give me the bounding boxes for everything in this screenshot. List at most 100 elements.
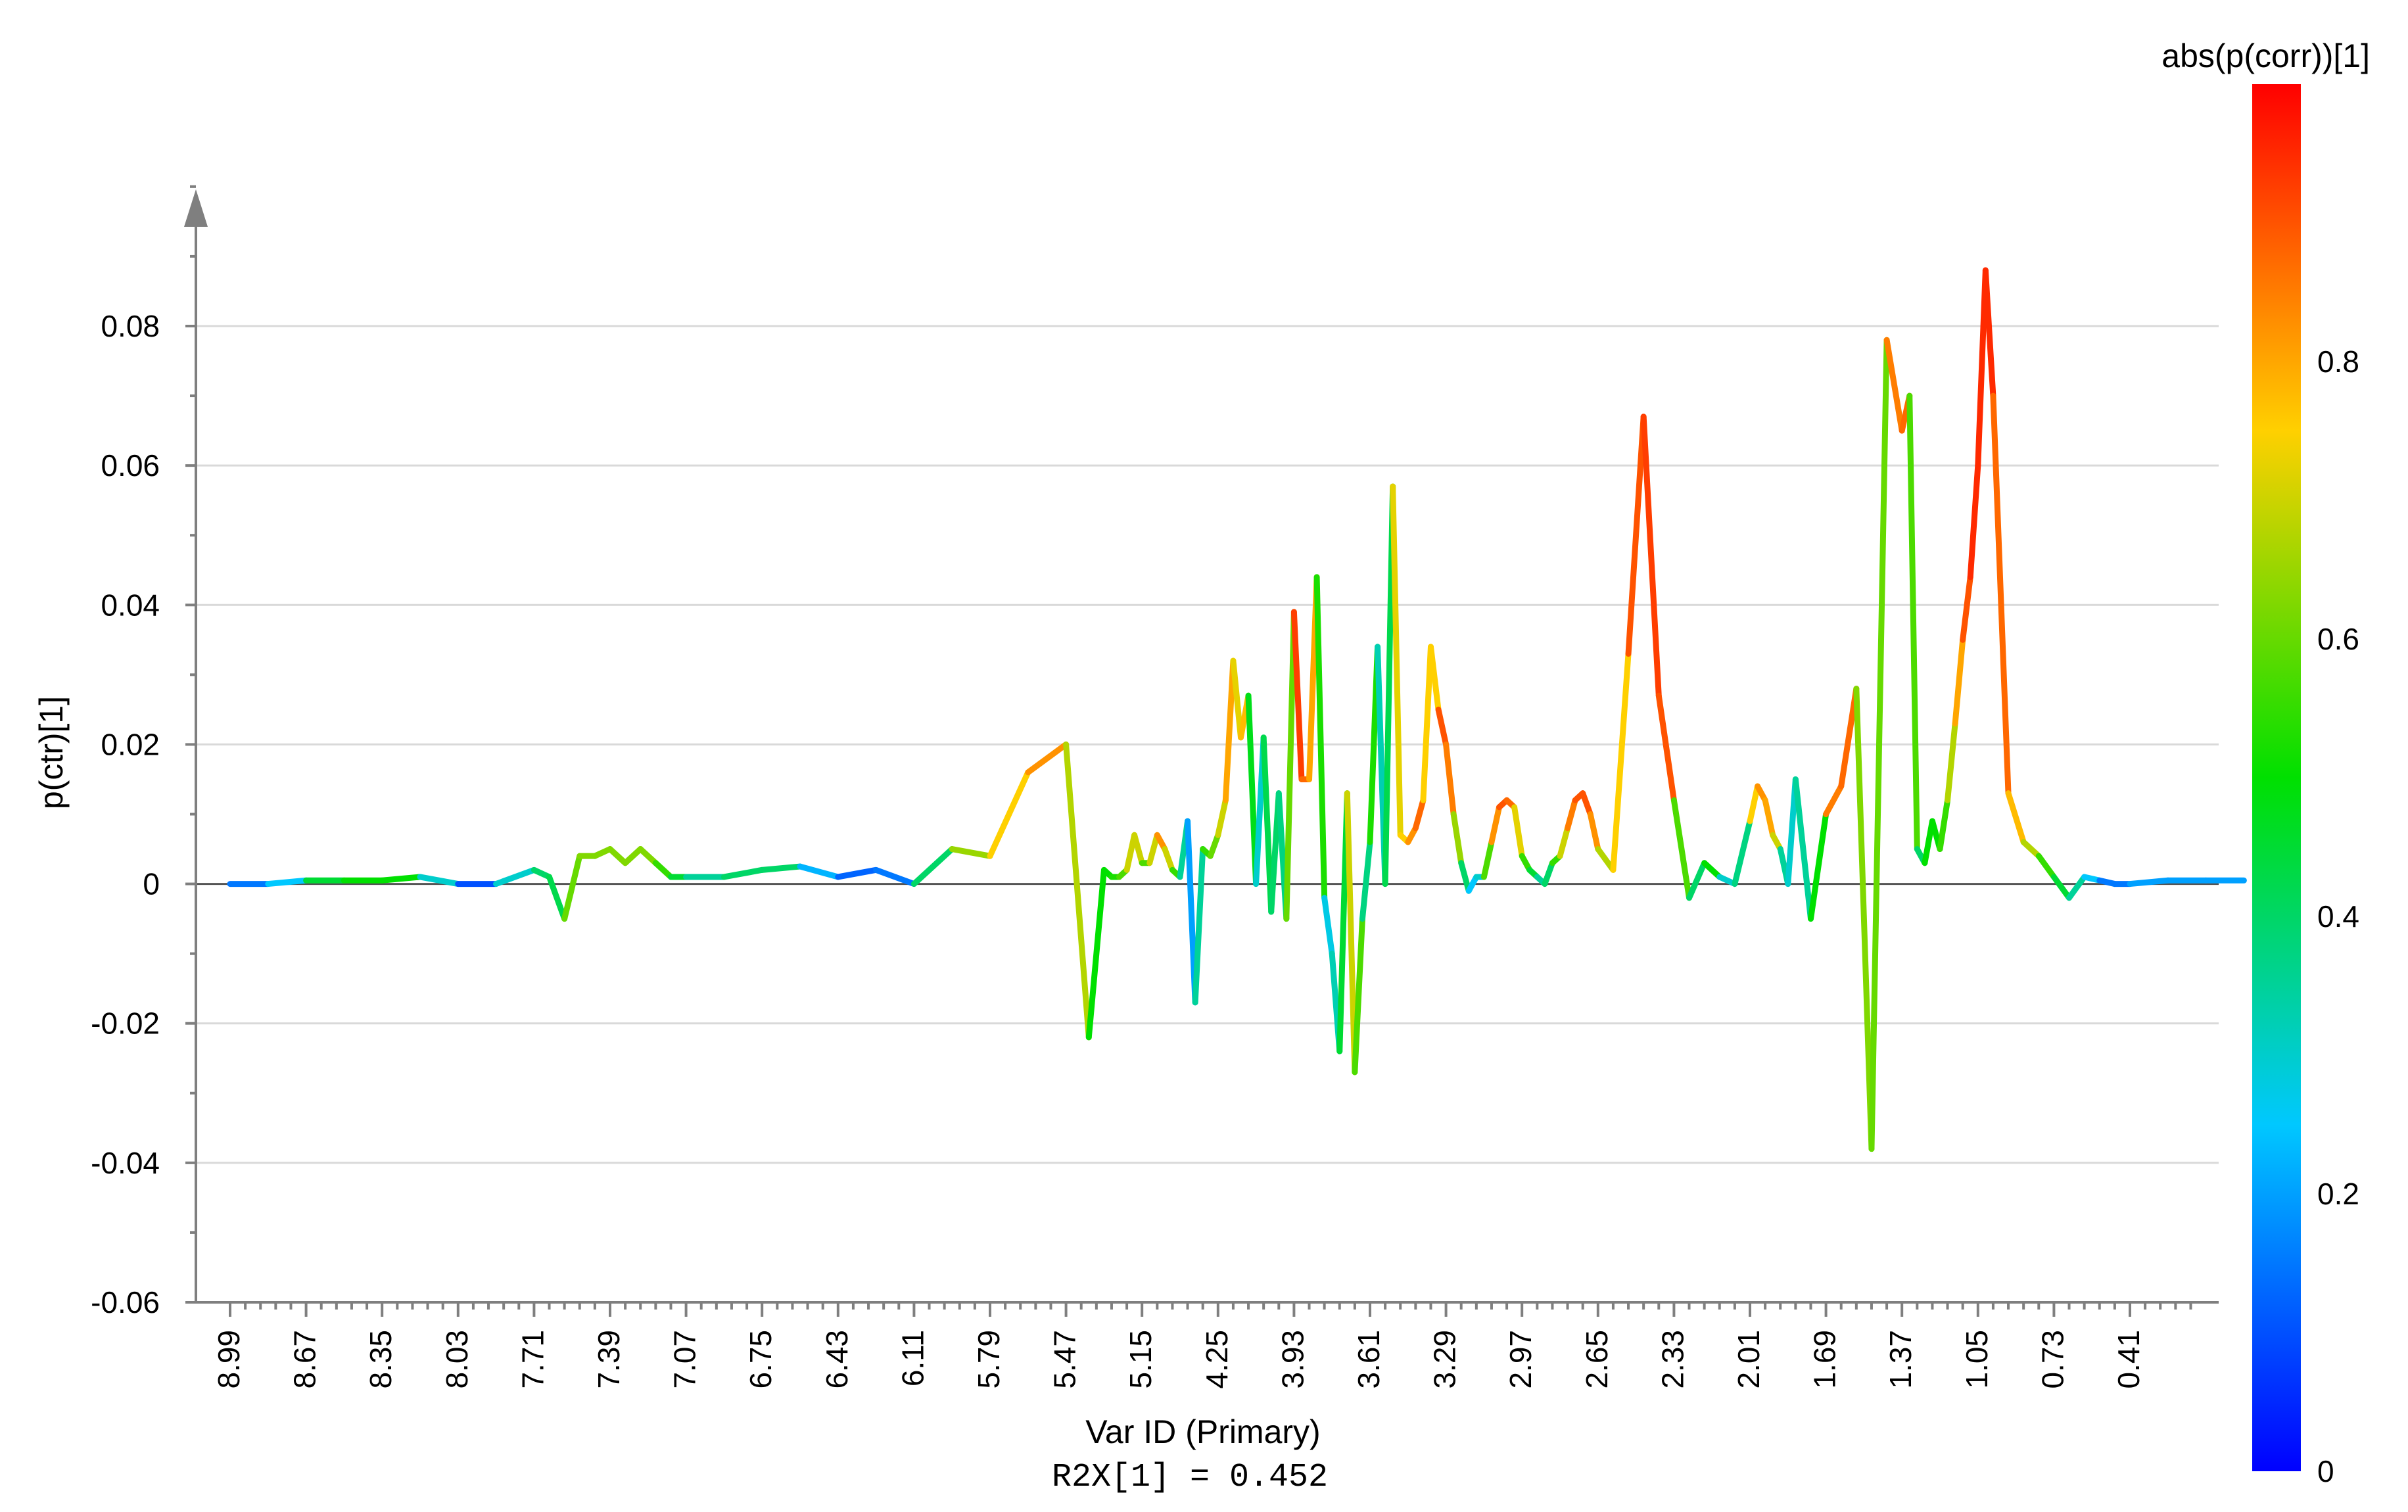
x-tick-label: 7.07 <box>668 1330 702 1389</box>
series-segment <box>2050 874 2073 901</box>
series-segment <box>1655 692 1677 803</box>
x-tick-label: 5.79 <box>972 1330 1006 1389</box>
x-tick-label: 2.97 <box>1503 1330 1538 1389</box>
x-tick-label: 0.41 <box>2112 1330 2146 1389</box>
colorbar-tick-label: 0 <box>2317 1454 2334 1488</box>
series-segment <box>949 846 993 859</box>
x-tick-label: 1.05 <box>1960 1330 1994 1389</box>
series-segment <box>1587 811 1601 853</box>
series-segment <box>417 874 461 887</box>
x-tick-label: 6.75 <box>744 1330 778 1389</box>
series-segment <box>1640 413 1662 699</box>
series-segment <box>1359 839 1373 922</box>
series-line <box>227 267 2247 1152</box>
series-segment <box>1838 686 1860 790</box>
series-segment <box>546 874 568 922</box>
series-segment <box>1670 797 1693 901</box>
y-axis-title: p(ctr)[1] <box>33 696 70 809</box>
x-tick-label: 5.15 <box>1123 1330 1158 1389</box>
series-segment <box>1625 413 1647 657</box>
series-segment <box>1162 846 1175 873</box>
series-segment <box>1747 783 1761 824</box>
series-segment <box>1480 839 1495 880</box>
series-segment <box>2127 877 2171 887</box>
series-segment <box>1565 797 1578 832</box>
series-segment <box>1686 860 1708 901</box>
series-segment <box>1025 741 1070 776</box>
series-segment <box>1922 818 1935 866</box>
series-segment <box>1762 797 1776 838</box>
series-segment <box>1906 392 1920 853</box>
series-segment <box>1063 741 1092 1041</box>
series-segment <box>873 866 917 887</box>
colorbar-tick-label: 0.4 <box>2317 899 2359 933</box>
series-segment <box>1853 686 1875 1152</box>
series-segment <box>265 877 310 887</box>
series-segment <box>1313 574 1328 901</box>
series-segment <box>493 866 537 887</box>
series-segment <box>1990 392 2012 797</box>
series-segment <box>1321 895 1335 957</box>
series-segment <box>1945 721 1958 803</box>
x-tick-label: 7.39 <box>592 1330 626 1389</box>
x-tick-label: 0.73 <box>2035 1330 2069 1389</box>
x-tick-label: 2.33 <box>1655 1330 1689 1389</box>
series-segment <box>2005 790 2027 845</box>
series-segment <box>652 860 674 880</box>
series-segment <box>1344 790 1358 1075</box>
colorbar-tick-label: 0.2 <box>2317 1177 2359 1211</box>
colorbar-title: abs(p(corr))[1] <box>2161 37 2370 74</box>
x-tick-label: 5.47 <box>1048 1330 1082 1389</box>
series-segment <box>1207 832 1221 859</box>
series-segment <box>835 866 880 880</box>
x-tick-label: 3.93 <box>1275 1330 1310 1389</box>
x-tick-label: 6.11 <box>895 1330 930 1386</box>
series-segment <box>1952 636 1966 727</box>
series-segment <box>1488 804 1503 845</box>
series-segment <box>1443 741 1457 817</box>
series-segment <box>1580 790 1594 817</box>
series-segment <box>1732 818 1753 887</box>
colorbar-gradient <box>2252 84 2301 1471</box>
x-tick-label: 3.61 <box>1352 1330 1386 1389</box>
series-segment <box>910 846 955 887</box>
x-tick-label: 7.71 <box>515 1330 550 1389</box>
y-ticks: 0.08 0.06 0.04 0.02 0 -0.02 -0.04 -0.06 <box>91 185 196 1319</box>
series-segment <box>2020 839 2042 859</box>
series-segment <box>1146 832 1160 866</box>
x-ticks: 8.99 8.67 8.35 8.03 7.71 7.39 7.07 6.75 6.43 6.11… <box>212 1302 2192 1389</box>
series-segment <box>1868 337 1890 1152</box>
series-segment <box>2035 853 2057 880</box>
series-segment <box>622 846 644 866</box>
series-segment <box>1390 483 1404 838</box>
x-tick-label: 6.43 <box>820 1330 854 1389</box>
colorbar: abs(p(corr))[1] 0 0.2 0.4 0.6 0.8 <box>2161 37 2370 1488</box>
series-segment <box>1557 825 1571 859</box>
series-segment <box>2066 874 2088 901</box>
y-tick-label: 0 <box>143 867 160 901</box>
series-segment <box>607 846 628 866</box>
series-segment <box>1222 657 1237 803</box>
series-segment <box>379 874 423 884</box>
x-tick-label: 3.29 <box>1428 1330 1462 1389</box>
series-segment <box>1823 783 1845 817</box>
series-segment <box>1883 337 1905 434</box>
x-tick-label: 2.65 <box>1580 1330 1614 1389</box>
series-segment <box>1192 846 1206 1006</box>
series-segment <box>1511 804 1525 859</box>
series-segment <box>1785 776 1799 887</box>
series-segment <box>1283 609 1297 922</box>
series-segment <box>1427 644 1442 713</box>
y-tick-label: 0.02 <box>101 727 160 761</box>
x-tick-label: 8.35 <box>364 1330 398 1389</box>
series-segment <box>1230 657 1244 741</box>
y-tick-label: -0.06 <box>91 1285 160 1319</box>
series-segment <box>637 846 659 866</box>
series-segment <box>1937 797 1951 853</box>
x-tick-label: 4.25 <box>1200 1330 1234 1389</box>
series-segment <box>561 853 583 922</box>
series-segment <box>1260 734 1275 915</box>
series-segment <box>1085 866 1107 1041</box>
series-segment <box>1215 797 1229 838</box>
series-segment <box>720 866 765 880</box>
